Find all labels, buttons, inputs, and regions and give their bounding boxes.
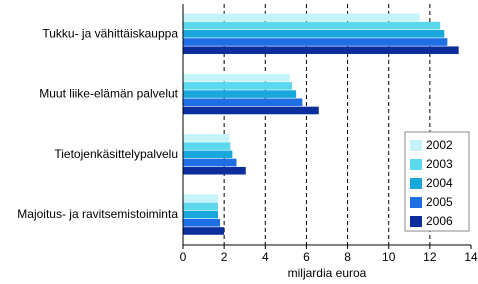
x-tick-label: 4 <box>262 250 269 264</box>
bar <box>183 150 233 159</box>
x-tick-label: 0 <box>180 250 187 264</box>
bar <box>183 21 441 30</box>
bar <box>183 134 230 142</box>
bar <box>183 210 218 219</box>
y-tick-label: Majoitus- ja ravitsemistoiminta <box>17 207 178 221</box>
bar <box>183 166 246 175</box>
y-tick-label: Tietojenkäsittelypalvelu <box>54 147 178 161</box>
x-tick-label: 6 <box>303 250 310 264</box>
legend-swatch <box>410 178 422 189</box>
bar <box>183 142 231 150</box>
bar <box>183 218 221 227</box>
legend-swatch <box>410 197 422 208</box>
bar <box>183 90 297 98</box>
bar <box>183 38 448 46</box>
bar <box>183 46 459 55</box>
legend-label: 2003 <box>426 157 453 171</box>
x-tick-label: 2 <box>221 250 228 264</box>
legend-label: 2004 <box>426 176 453 190</box>
x-tick-label: 12 <box>423 250 437 264</box>
bar <box>183 82 293 90</box>
x-tick-label: 8 <box>344 250 351 264</box>
x-tick-label: 10 <box>382 250 396 264</box>
bar <box>183 227 225 235</box>
legend-label: 2002 <box>426 138 453 152</box>
bar <box>183 30 445 38</box>
bar <box>183 106 319 115</box>
legend-swatch <box>410 140 422 151</box>
bar <box>183 158 237 167</box>
y-tick-label: Tukku- ja vähittäiskauppa <box>42 26 178 40</box>
y-tick-label: Muut liike-elämän palvelut <box>39 87 178 101</box>
bar <box>183 202 218 211</box>
x-tick-label: 14 <box>464 250 478 264</box>
bar <box>183 13 420 22</box>
legend-label: 2005 <box>426 195 453 209</box>
x-axis-label: miljardia euroa <box>288 266 367 280</box>
legend-swatch <box>410 216 422 227</box>
bar <box>183 98 303 107</box>
legend-swatch <box>410 159 422 170</box>
bar <box>183 73 290 82</box>
legend-label: 2006 <box>426 214 453 228</box>
bar <box>183 194 218 202</box>
